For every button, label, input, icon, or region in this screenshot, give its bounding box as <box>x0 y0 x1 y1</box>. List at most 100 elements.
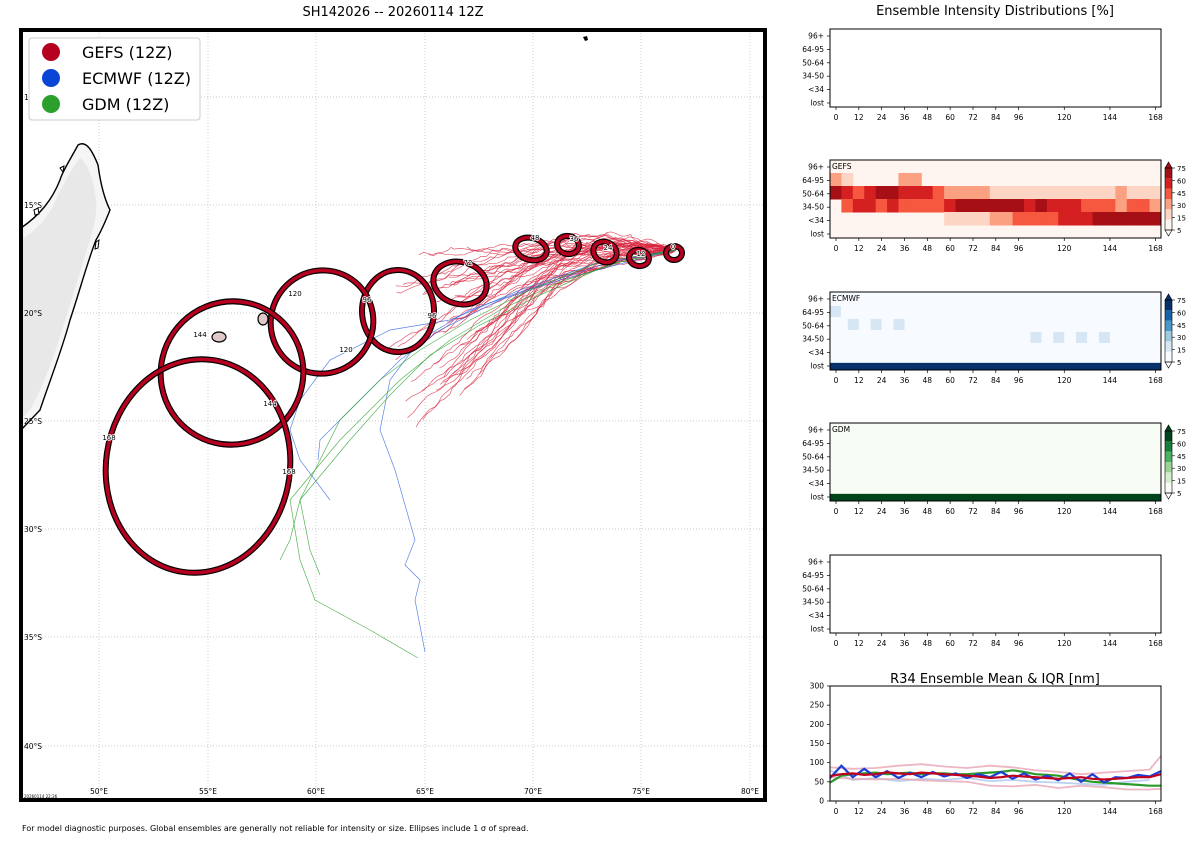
x-tick-label: 36 <box>900 376 910 385</box>
colorbar-segment <box>1165 219 1172 230</box>
x-tick-label: 60 <box>945 639 955 648</box>
gefs-track <box>443 248 677 378</box>
x-tick-label: 96 <box>1014 113 1024 122</box>
heat-cell <box>875 199 888 213</box>
gefs-track <box>407 249 677 418</box>
colorbar-frame <box>1164 430 1173 494</box>
heat-cell <box>847 319 859 330</box>
heat-cell <box>1001 186 1014 200</box>
ellipse <box>431 259 489 307</box>
x-tick-label: 12 <box>854 113 864 122</box>
heat-cell <box>898 199 911 213</box>
ellipse-hour-label: 48 <box>531 234 540 242</box>
heat-cell <box>932 199 945 213</box>
y-tick-label: 50-64 <box>802 321 824 330</box>
ellipse <box>591 239 619 265</box>
ellipse-hour-label: 36 <box>570 235 579 243</box>
heat-cell <box>966 199 979 213</box>
x-tick-label: 168 <box>1148 244 1163 253</box>
y-tick-label: 64-95 <box>802 45 824 54</box>
colorbar-label: 60 <box>1177 309 1186 317</box>
colorbar-label: 5 <box>1177 227 1181 235</box>
heat-cell <box>887 186 899 200</box>
longitude-labels: 50°E 55°E 60°E 65°E 70°E 75°E 80°E <box>90 787 759 796</box>
heat-cell <box>1012 199 1025 213</box>
ellipse <box>627 248 651 268</box>
heat-cell <box>870 319 882 330</box>
x-tick-label: 96 <box>1014 376 1024 385</box>
intensity-panel: 75 60 45 30 15 5 GDM 96+ 64-95 50-64 34-50 <34 lost 0… <box>802 422 1186 516</box>
lat-label: 25°S <box>24 417 42 426</box>
colorbar-arrow <box>1164 361 1173 369</box>
x-tick-label: 0 <box>834 807 839 816</box>
intensity-panel: 75 60 45 30 15 5 GEFS 96+ 64-95 50-64 34-50 <34 lost… <box>802 159 1186 253</box>
heat-cell <box>1046 186 1059 200</box>
colorbar-arrow <box>1164 492 1173 500</box>
heat-cell <box>966 186 979 200</box>
heat-cell <box>1012 186 1025 200</box>
y-tick-label: 34-50 <box>802 598 824 607</box>
heat-cell <box>887 199 899 213</box>
y-tick-label: lost <box>810 625 824 634</box>
colorbar-segment <box>1165 209 1172 220</box>
heat-cell <box>830 362 1161 370</box>
colorbar-label: 15 <box>1177 215 1186 223</box>
x-tick-label: 60 <box>945 113 955 122</box>
colorbar-segment <box>1165 341 1172 352</box>
x-tick-label: 72 <box>968 244 978 253</box>
x-tick-label: 24 <box>877 244 887 253</box>
heat-cell <box>1081 186 1094 200</box>
ecmwf-track <box>317 249 677 461</box>
ellipse-hour-label: 144 <box>193 331 207 339</box>
heat-cell <box>1115 212 1128 226</box>
x-tick-label: 84 <box>991 639 1001 648</box>
uncertainty-ellipses: 0 12 24 36 48 72 96 120 144 168 96 120 144 168 <box>102 232 685 576</box>
colorbar-segment <box>1165 178 1172 189</box>
heat-cell <box>944 186 957 200</box>
y-tick-label: 96+ <box>808 558 824 567</box>
colorbar-arrow <box>1164 293 1173 301</box>
x-tick-label: 168 <box>1148 639 1163 648</box>
x-tick-label: 168 <box>1148 807 1163 816</box>
heat-cell <box>932 186 945 200</box>
lon-label: 75°E <box>632 787 650 796</box>
lon-label: 50°E <box>90 787 108 796</box>
heat-cell <box>944 212 957 226</box>
x-tick-label: 48 <box>923 113 933 122</box>
heat-cell <box>1035 212 1048 226</box>
lon-label: 55°E <box>199 787 217 796</box>
panel-bg <box>830 292 1161 370</box>
panel-bg <box>830 423 1161 501</box>
heat-cell <box>978 212 991 226</box>
heat-cell <box>978 199 991 213</box>
x-tick-label: 84 <box>991 807 1001 816</box>
x-tick-label: 72 <box>968 807 978 816</box>
x-tick-label: 0 <box>834 244 839 253</box>
ellipse <box>103 357 293 575</box>
y-tick-label: 150 <box>810 739 825 748</box>
x-tick-label: 48 <box>923 376 933 385</box>
colorbar-segment <box>1165 168 1172 179</box>
heat-cell <box>852 186 865 200</box>
heat-cell <box>1069 199 1082 213</box>
y-tick-label: <34 <box>808 479 824 488</box>
ellipse <box>555 234 581 256</box>
x-tick-label: 84 <box>991 507 1001 516</box>
heat-cell <box>1092 186 1105 200</box>
y-tick-label: 50 <box>814 777 824 786</box>
heat-cell <box>1030 332 1042 343</box>
heat-cell <box>1115 199 1128 213</box>
y-tick-label: 34-50 <box>802 203 824 212</box>
heat-cell <box>841 186 854 200</box>
colorbar-segment <box>1165 351 1172 362</box>
colorbar-label: 30 <box>1177 202 1186 210</box>
lon-label: 60°E <box>307 787 325 796</box>
heat-cell <box>1081 212 1094 226</box>
heat-cell <box>830 493 1161 501</box>
x-tick-label: 84 <box>991 244 1001 253</box>
colorbar-frame <box>1164 299 1173 363</box>
footnote: For model diagnostic purposes. Global en… <box>22 824 529 833</box>
x-tick-label: 96 <box>1014 244 1024 253</box>
heat-cell <box>1126 186 1139 200</box>
